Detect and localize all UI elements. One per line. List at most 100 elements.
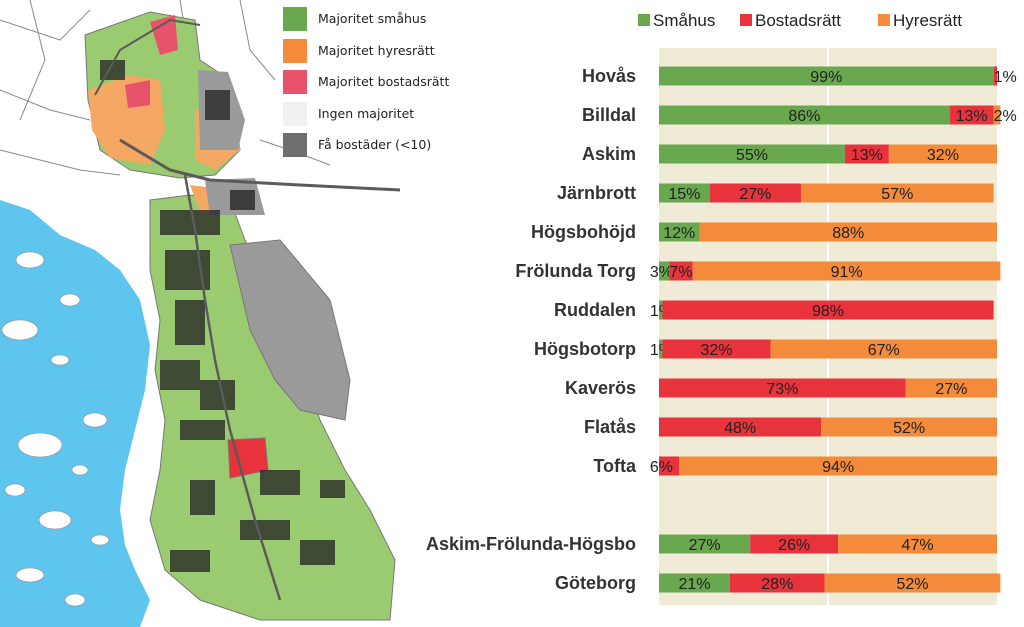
chart-row: Ruddalen 1% 98% (554, 300, 994, 320)
category-label: Högsbotorp (534, 339, 636, 359)
category-label: Järnbrott (557, 183, 636, 203)
data-label: 32% (927, 147, 959, 164)
bar-segment (709, 183, 801, 203)
legend-swatch-bostadsratt (283, 70, 307, 94)
legend-swatch-hyresratt (283, 38, 307, 63)
highway-south (183, 174, 282, 601)
ring-road (94, 18, 201, 96)
data-label: 99% (810, 69, 842, 86)
map-legend: Majoritet småhus Majoritet hyresrätt Maj… (283, 5, 483, 163)
bar-segment (699, 222, 997, 242)
bar-segment (659, 183, 710, 203)
category-label: Högsbohöjd (531, 222, 636, 242)
chart-row: Högsbotorp 1% 32% 67% (534, 339, 997, 359)
data-label: 52% (893, 420, 925, 437)
bar-segment (659, 456, 680, 476)
chart-row: Askim 55% 13% 32% (582, 144, 997, 164)
chart-legend-swatch (638, 14, 650, 26)
bar-segment (949, 105, 994, 125)
category-label: Flatås (584, 417, 636, 437)
map-legend-item: Majoritet bostadsrätt (283, 68, 483, 100)
data-label: 15% (668, 186, 700, 203)
legend-label: Få bostäder (<10) (318, 137, 432, 152)
data-label: 27% (739, 186, 771, 203)
red-area-top2 (125, 80, 150, 108)
legend-label: Ingen majoritet (318, 105, 415, 121)
bar-segment (844, 144, 889, 164)
map-legend-item: Majoritet småhus (283, 5, 483, 37)
data-label: 98% (812, 303, 844, 320)
category-label: Frölunda Torg (515, 261, 636, 281)
chart-row: Göteborg 21% 28% 52% (555, 573, 1001, 593)
bar-segment (993, 66, 997, 86)
chart-row: Järnbrott 15% 27% 57% (557, 183, 994, 203)
chart-legend-label: Hyresrätt (893, 11, 962, 30)
legend-label: Majoritet bostadsrätt (318, 74, 450, 89)
legend-swatch-ingen (283, 101, 307, 126)
legend-label: Majoritet hyresrätt (318, 42, 435, 58)
category-label: Tofta (593, 456, 637, 476)
data-label: 52% (896, 576, 928, 593)
chart-row: Tofta 6% 94% (593, 456, 997, 476)
bar-segment (729, 573, 825, 593)
water-area (0, 200, 150, 627)
islands (1, 251, 110, 607)
red-area-top (150, 15, 178, 55)
bar-segment (659, 222, 700, 242)
category-label: Askim-Frölunda-Högsbo (426, 534, 636, 554)
bar-segment (821, 417, 997, 437)
bar-segment (888, 144, 997, 164)
data-label: 27% (689, 537, 721, 554)
bar-segment (838, 534, 997, 554)
grey-area-1 (229, 239, 351, 421)
data-label: 86% (788, 108, 820, 125)
data-label: 26% (778, 537, 810, 554)
bar-segment (662, 339, 771, 359)
data-label: 94% (822, 459, 854, 476)
highway (119, 138, 400, 192)
chart-legend-swatch (740, 14, 752, 26)
bar-segment (669, 261, 693, 281)
chart-row: Hovås 99% 1% (582, 66, 1017, 86)
bar-segment (905, 378, 997, 398)
stacked-bar-chart: Småhus Bostadsrätt Hyresrätt Hovås 99% 1% Bil… (426, 11, 1017, 605)
bar-segment (662, 300, 994, 320)
bar-segment (659, 300, 663, 320)
category-label: Askim (582, 144, 636, 164)
data-label: 13% (851, 147, 883, 164)
data-label: 12% (663, 225, 695, 242)
data-label: 6% (650, 459, 673, 476)
legend-label: Majoritet småhus (318, 11, 427, 26)
chart-row: Askim-Frölunda-Högsbo 27% 26% 47% (426, 534, 997, 554)
data-label: 88% (832, 225, 864, 242)
data-label: 2% (994, 108, 1017, 125)
legend-swatch-fa (283, 133, 307, 157)
chart-legend-label: Bostadsrätt (755, 11, 841, 30)
data-label: 7% (669, 264, 692, 281)
bar-segment (659, 534, 751, 554)
map-legend-item: Majoritet hyresrätt (283, 37, 483, 69)
map-legend-item: Ingen majoritet (283, 100, 483, 132)
map-legend-item: Få bostäder (<10) (283, 131, 483, 163)
chart-row: Flatås 48% 52% (584, 417, 997, 437)
bar-segment (659, 66, 994, 86)
bar-segment (659, 378, 906, 398)
data-label: 3% (650, 264, 673, 281)
data-label: 47% (902, 537, 934, 554)
chart-legend-swatch (878, 14, 890, 26)
chart-rows: Hovås 99% 1% Billdal 86% 13% 2% Askim 55% 13% 32% J… (426, 66, 1017, 593)
chart-row: Billdal 86% 13% 2% (582, 105, 1017, 125)
boundary-lines (0, 0, 331, 176)
legend-swatch-smahus (283, 7, 307, 31)
data-label: 28% (761, 576, 793, 593)
category-label: Billdal (582, 105, 636, 125)
data-label: 73% (766, 381, 798, 398)
category-label: Ruddalen (554, 300, 636, 320)
bar-segment (659, 105, 950, 125)
chart-legend: Småhus Bostadsrätt Hyresrätt (638, 11, 962, 30)
data-label: 13% (956, 108, 988, 125)
data-label: 57% (881, 186, 913, 203)
data-label: 27% (935, 381, 967, 398)
data-label: 21% (678, 576, 710, 593)
data-label: 1% (994, 69, 1017, 86)
